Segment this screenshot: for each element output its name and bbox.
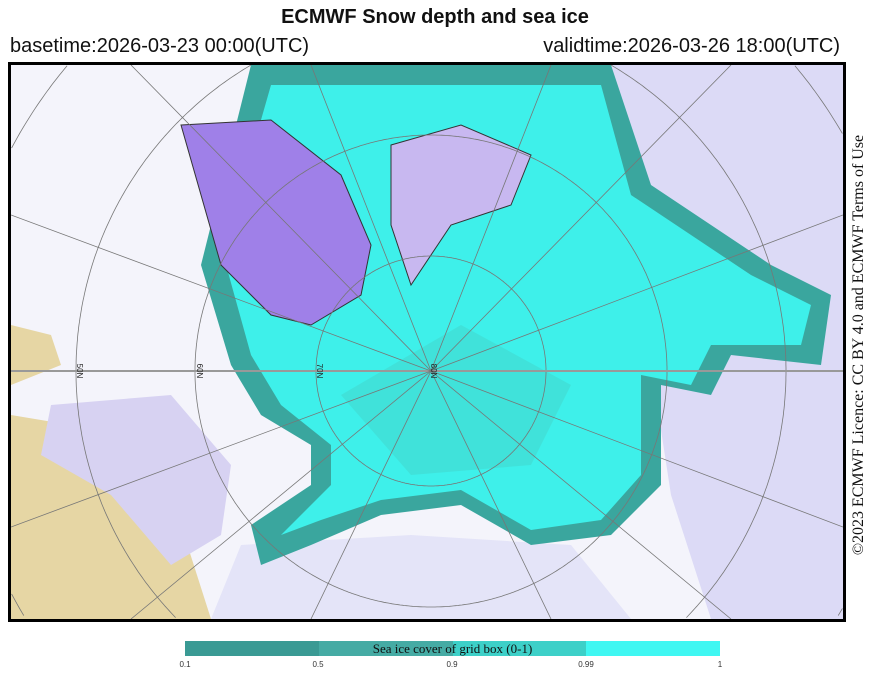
colorbar-tick: 0.99 [578, 660, 594, 669]
graticule-line [430, 370, 732, 619]
lat-label-60n: 60N [195, 364, 204, 379]
graticule-line [130, 370, 432, 619]
colorbar-tick: 1 [717, 660, 723, 669]
graticule [11, 65, 843, 619]
chart-title: ECMWF Snow depth and sea ice [281, 6, 589, 28]
colorbar-tick: 0.9 [446, 660, 458, 669]
basetime-label: basetime:2026-03-23 00:00(UTC) [10, 35, 310, 57]
colorbar-segment [318, 641, 453, 656]
validtime-label: validtime:2026-03-26 18:00(UTC) [543, 35, 840, 57]
licence-label: ©2023 ECMWF Licence: CC BY 4.0 and ECMWF… [850, 134, 867, 556]
colorbar-segment [185, 641, 319, 656]
graticule-line [310, 370, 432, 619]
lat-label-50n: 50N [75, 364, 84, 379]
colorbar-segment [586, 641, 720, 656]
graticule-line [430, 370, 552, 619]
colorbar-segment [452, 641, 587, 656]
graticule-line [11, 214, 432, 372]
polar-map: 50N 60N 70N 80N [8, 62, 846, 622]
map-canvas: 50N 60N 70N 80N [11, 65, 843, 619]
colorbar-label: Sea ice cover of grid box (0-1) [372, 641, 533, 656]
graticule-line [430, 370, 843, 528]
latitude-labels: 50N 60N 70N 80N [75, 364, 438, 379]
colorbar-tick: 0.5 [312, 660, 324, 669]
graticule-line [430, 65, 732, 372]
arctic-islands [390, 124, 532, 287]
graticule-line [430, 65, 552, 372]
colorbar [185, 641, 720, 656]
graticule-line [11, 370, 432, 528]
licence-text: ©2023 ECMWF Licence: CC BY 4.0 and ECMWF… [848, 80, 870, 610]
lat-label-70n: 70N [315, 364, 324, 379]
graticule-line [130, 65, 432, 372]
graticule-line [310, 65, 432, 372]
lat-label-80n: 80N [429, 364, 438, 379]
colorbar-tick: 0.1 [179, 660, 191, 669]
snow-land-region [211, 535, 631, 619]
latitude-circle [11, 65, 843, 616]
greenland [180, 119, 372, 326]
latitude-circle [75, 65, 787, 618]
graticule-line [430, 214, 843, 372]
snow-land-region [41, 395, 231, 565]
